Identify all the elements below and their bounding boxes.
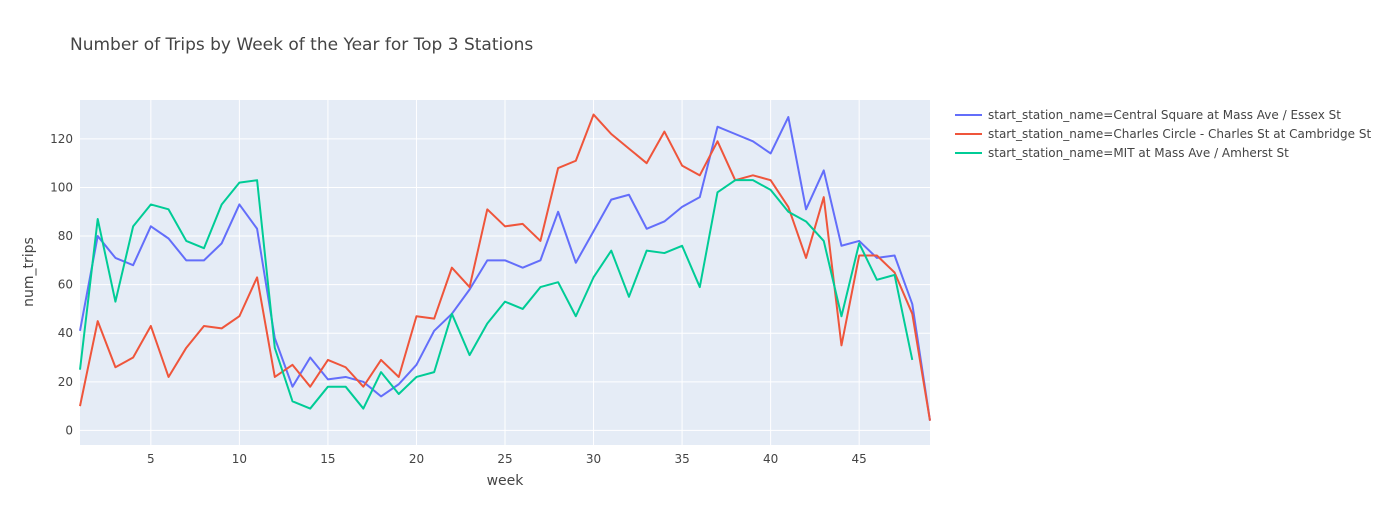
legend-item[interactable]: start_station_name=Charles Circle - Char… — [955, 127, 1371, 141]
x-tick-label: 20 — [409, 452, 424, 466]
y-tick-label: 100 — [50, 180, 73, 194]
legend-label: start_station_name=MIT at Mass Ave / Amh… — [988, 146, 1289, 160]
legend[interactable]: start_station_name=Central Square at Mas… — [955, 108, 1371, 160]
tick-labels: 0 20 40 60 80 100 120 5 10 15 20 25 30 35 40 45 — [50, 132, 867, 466]
legend-item[interactable]: start_station_name=Central Square at Mas… — [955, 108, 1341, 122]
y-tick-label: 120 — [50, 132, 73, 146]
y-axis-title: num_trips — [21, 237, 37, 307]
legend-label: start_station_name=Central Square at Mas… — [988, 108, 1341, 122]
x-tick-label: 30 — [586, 452, 601, 466]
series-lines[interactable] — [79, 113, 931, 421]
chart-title: Number of Trips by Week of the Year for … — [70, 35, 533, 55]
series-line-1[interactable] — [79, 116, 931, 421]
y-tick-label: 60 — [58, 278, 73, 292]
x-tick-label: 15 — [320, 452, 335, 466]
x-tick-label: 5 — [147, 452, 155, 466]
y-tick-label: 20 — [58, 375, 73, 389]
series-line-3[interactable] — [79, 179, 914, 410]
grid — [80, 100, 930, 445]
x-tick-label: 40 — [763, 452, 778, 466]
x-tick-label: 45 — [852, 452, 867, 466]
x-tick-label: 25 — [497, 452, 512, 466]
x-axis-title: week — [487, 473, 525, 489]
legend-item[interactable]: start_station_name=MIT at Mass Ave / Amh… — [955, 146, 1289, 160]
x-tick-label: 35 — [674, 452, 689, 466]
x-tick-label: 10 — [232, 452, 247, 466]
y-tick-label: 80 — [58, 229, 73, 243]
legend-label: start_station_name=Charles Circle - Char… — [988, 127, 1371, 141]
series-line-2[interactable] — [79, 113, 931, 421]
y-tick-label: 40 — [58, 326, 73, 340]
y-tick-label: 0 — [65, 423, 73, 437]
